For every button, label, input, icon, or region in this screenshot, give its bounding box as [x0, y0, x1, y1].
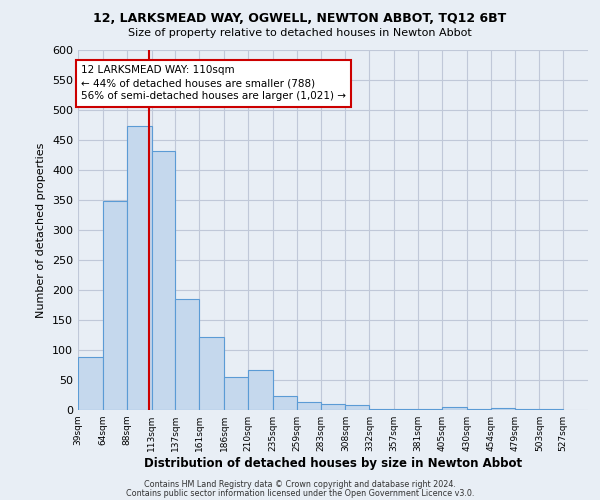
Bar: [127, 126, 152, 410]
X-axis label: Distribution of detached houses by size in Newton Abbot: Distribution of detached houses by size …: [144, 457, 522, 470]
Text: 12 LARKSMEAD WAY: 110sqm
← 44% of detached houses are smaller (788)
56% of semi-: 12 LARKSMEAD WAY: 110sqm ← 44% of detach…: [81, 65, 346, 102]
Bar: [78, 357, 103, 410]
Bar: [152, 151, 175, 410]
Bar: [491, 408, 515, 410]
Bar: [297, 402, 320, 410]
Bar: [418, 409, 442, 410]
Bar: [369, 409, 394, 410]
Bar: [467, 409, 491, 410]
Bar: [394, 409, 418, 410]
Text: Contains public sector information licensed under the Open Government Licence v3: Contains public sector information licen…: [126, 489, 474, 498]
Y-axis label: Number of detached properties: Number of detached properties: [37, 142, 46, 318]
Bar: [515, 409, 539, 410]
Bar: [248, 370, 273, 410]
Bar: [539, 409, 563, 410]
Bar: [224, 377, 248, 410]
Bar: [273, 396, 297, 410]
Bar: [199, 337, 224, 410]
Bar: [442, 407, 467, 410]
Bar: [103, 200, 127, 410]
Bar: [320, 404, 346, 410]
Text: 12, LARKSMEAD WAY, OGWELL, NEWTON ABBOT, TQ12 6BT: 12, LARKSMEAD WAY, OGWELL, NEWTON ABBOT,…: [94, 12, 506, 26]
Bar: [346, 405, 369, 410]
Text: Contains HM Land Registry data © Crown copyright and database right 2024.: Contains HM Land Registry data © Crown c…: [144, 480, 456, 489]
Bar: [175, 299, 199, 410]
Text: Size of property relative to detached houses in Newton Abbot: Size of property relative to detached ho…: [128, 28, 472, 38]
